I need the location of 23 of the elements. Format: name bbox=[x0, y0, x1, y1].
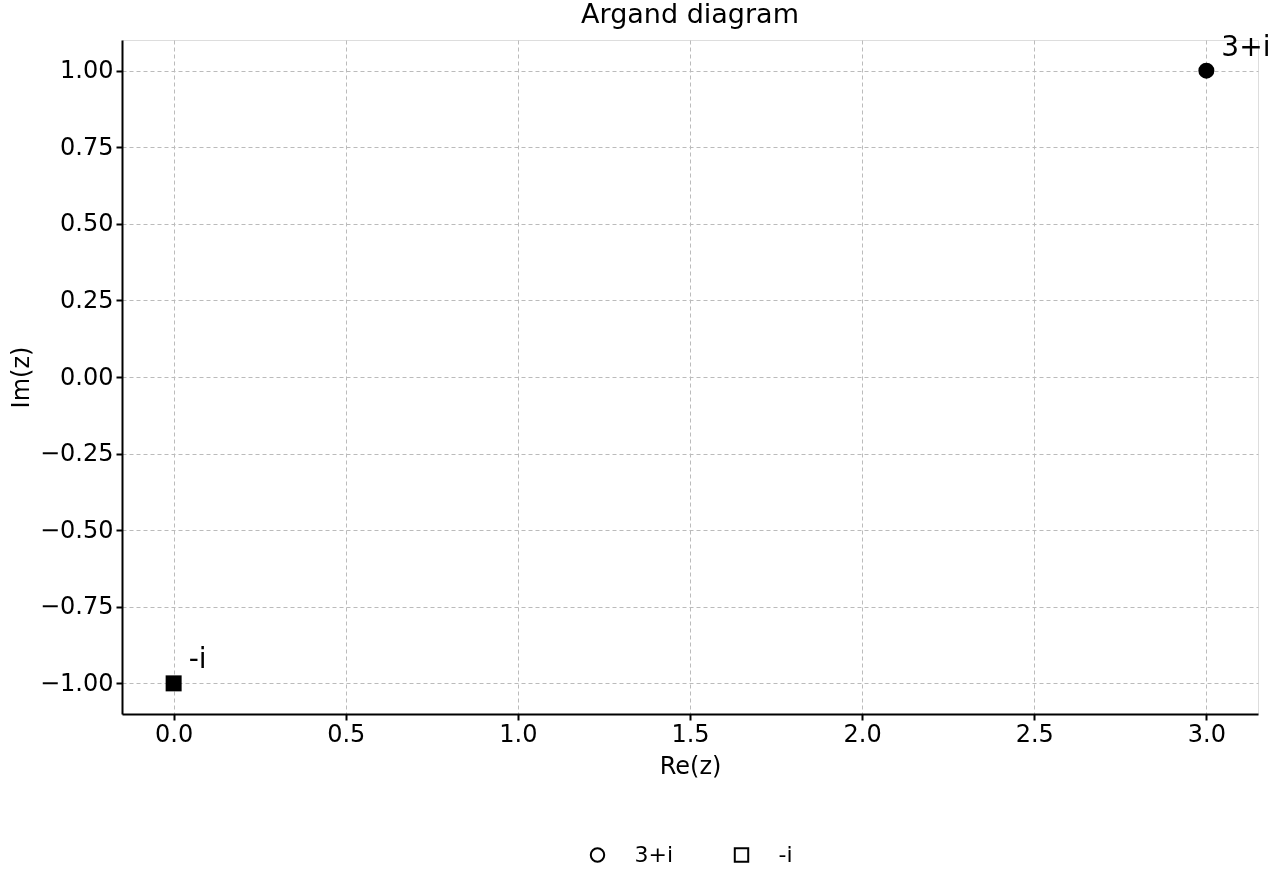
y-tick-label: 0.25 bbox=[60, 285, 114, 314]
y-tick-label: 0.50 bbox=[60, 209, 114, 238]
y-tick-label: 1.00 bbox=[60, 56, 114, 85]
chart-title: Argand diagram bbox=[581, 0, 799, 29]
y-tick-label: −0.50 bbox=[39, 515, 114, 544]
y-tick-label: 0.75 bbox=[60, 132, 114, 161]
x-tick-label: 0.0 bbox=[155, 719, 194, 748]
annotation: 3+i bbox=[1221, 29, 1271, 63]
legend-label: -i bbox=[778, 842, 793, 867]
y-tick-label: −0.25 bbox=[39, 439, 114, 468]
x-tick-label: 2.5 bbox=[1015, 719, 1054, 748]
x-tick-label: 1.5 bbox=[671, 719, 710, 748]
x-tick-label: 0.5 bbox=[327, 719, 366, 748]
annotation: -i bbox=[188, 642, 207, 676]
y-tick-label: 0.00 bbox=[60, 362, 114, 391]
x-axis-title: Re(z) bbox=[659, 751, 722, 780]
x-tick-label: 1.0 bbox=[499, 719, 538, 748]
y-tick-label: −1.00 bbox=[39, 668, 114, 697]
y-tick-label: −0.75 bbox=[39, 592, 114, 621]
y-axis-title: Im(z) bbox=[6, 346, 35, 409]
x-tick-label: 2.0 bbox=[843, 719, 882, 748]
x-tick-label: 3.0 bbox=[1187, 719, 1226, 748]
legend-label: 3+i bbox=[634, 842, 674, 867]
